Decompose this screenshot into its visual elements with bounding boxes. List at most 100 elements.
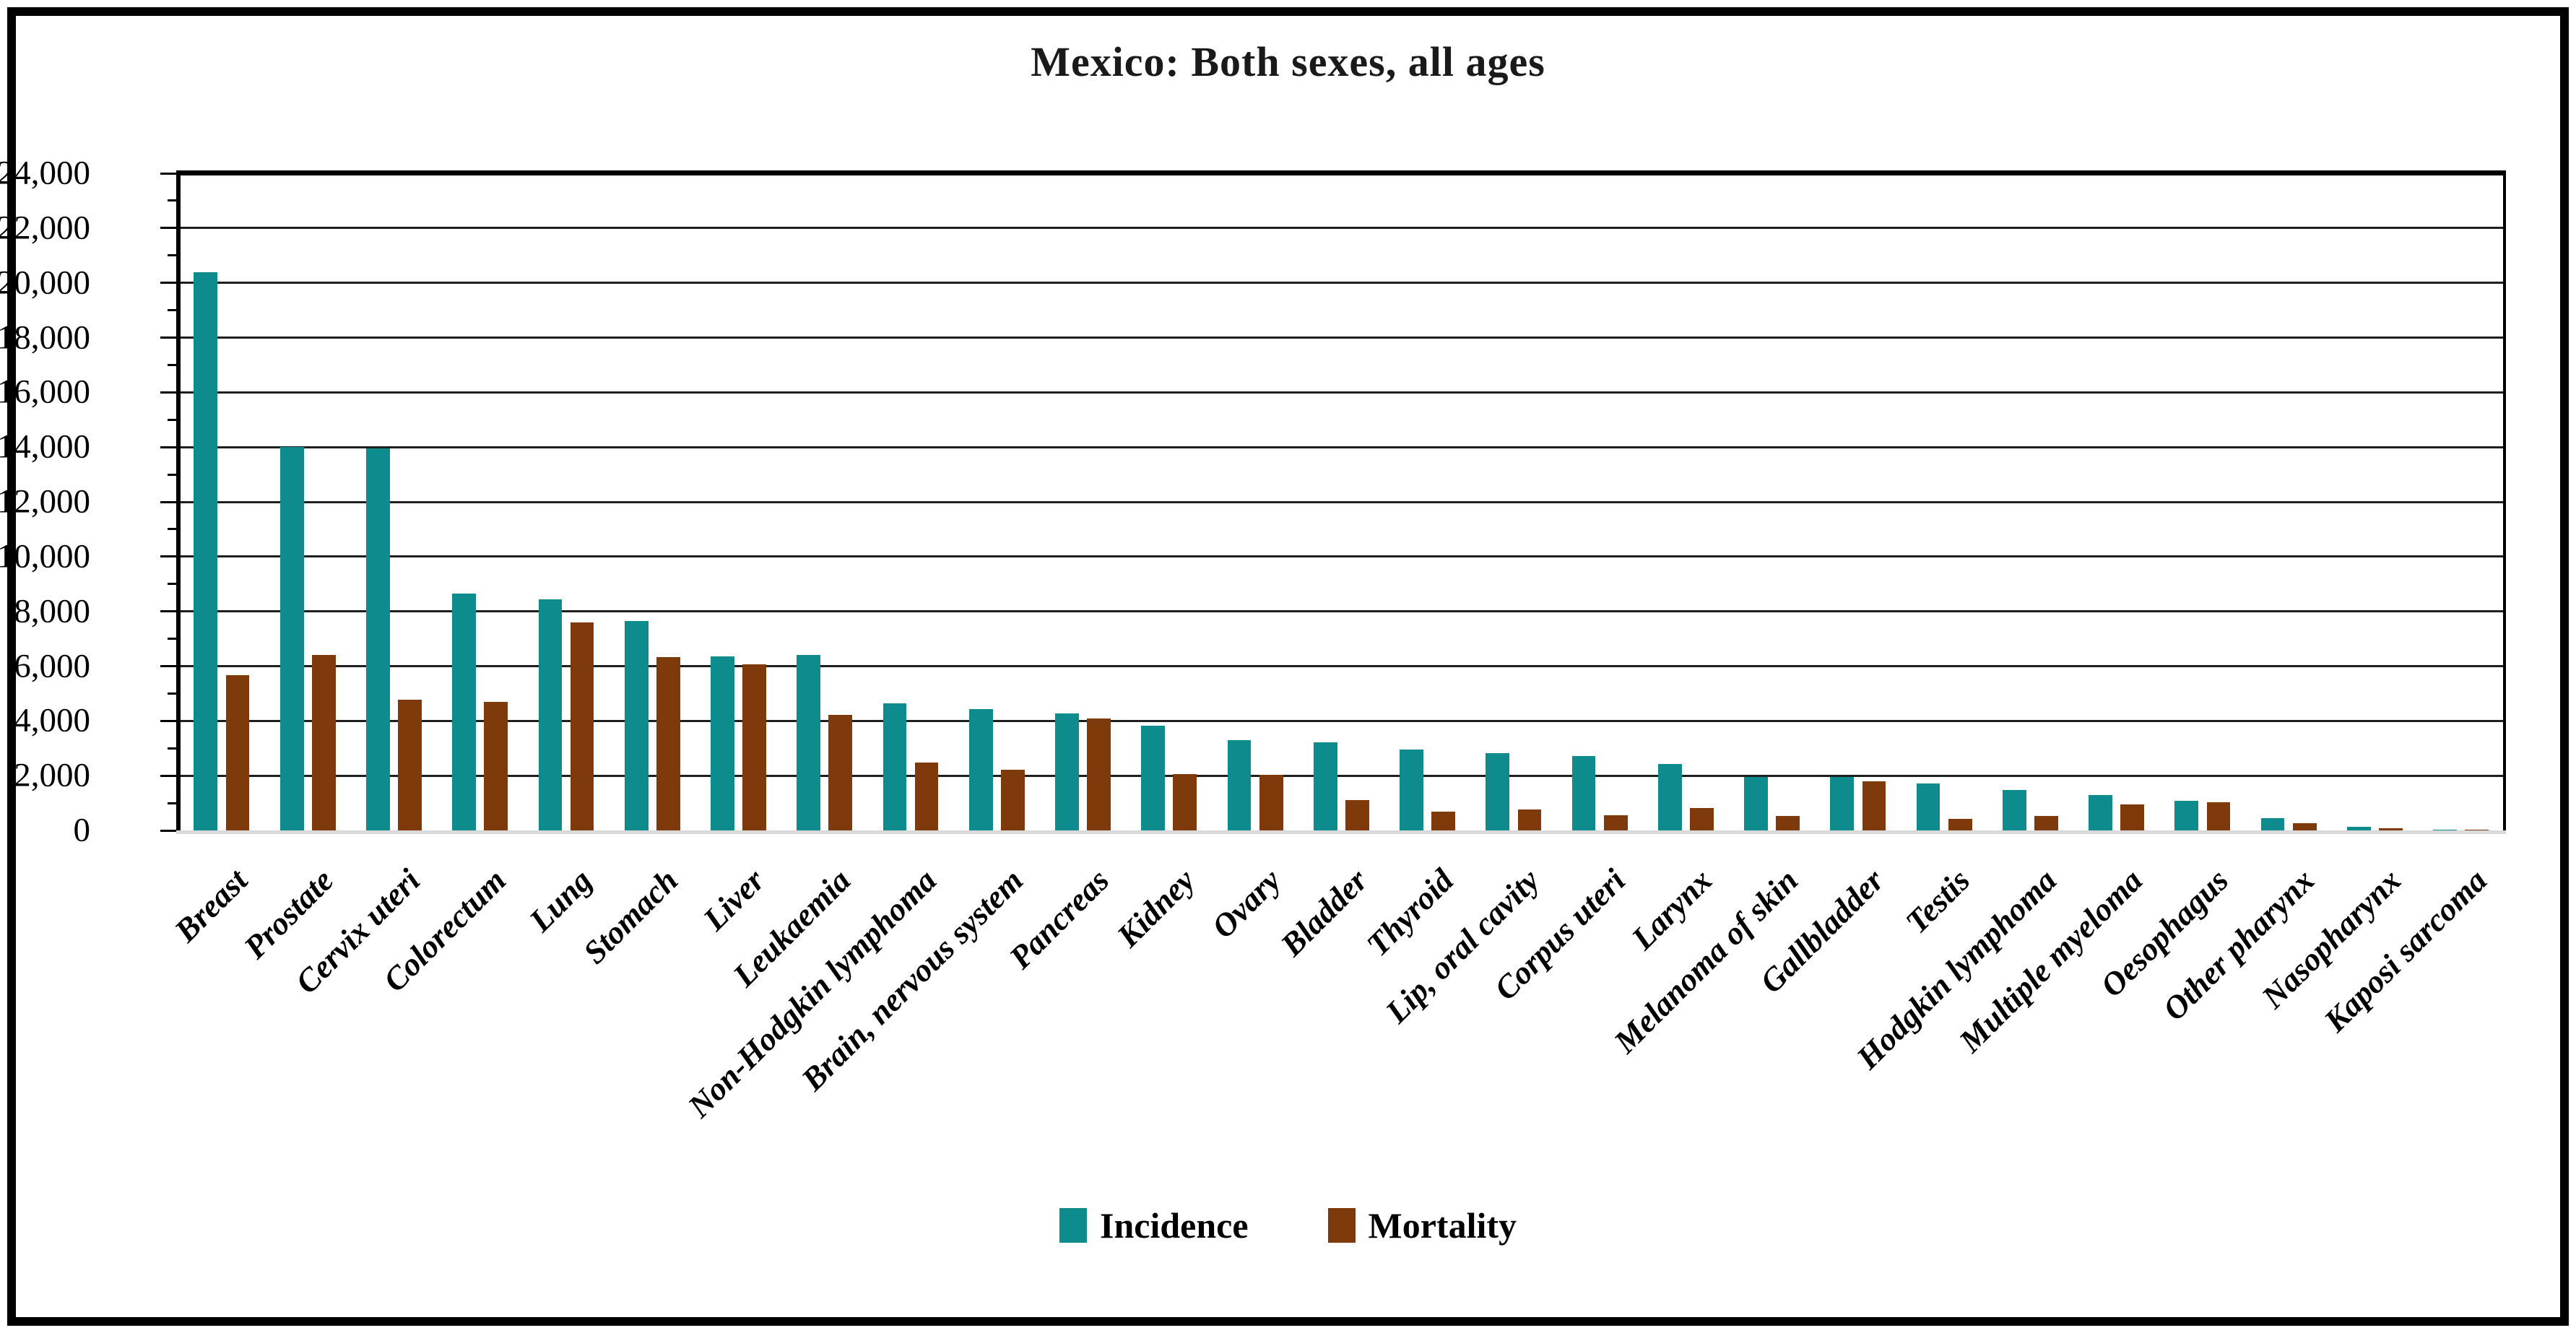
major-tick-22000 [160,227,176,230]
bar-mortality-testis [1948,819,1972,830]
bar-incidence-non-hodgkin-lymphoma [882,703,907,830]
gridline-16000 [181,391,2506,394]
major-tick-10000 [160,555,176,558]
y-tick-label-2000: 2,000 [14,756,90,794]
bar-incidence-colorectum [452,594,477,830]
bar-mortality-larynx [1690,807,1714,830]
bar-incidence-liver [711,656,734,830]
minor-tick-11000 [168,528,176,531]
y-tick-label-14000: 14,000 [0,427,90,466]
bar-incidence-pancreas [1055,713,1079,830]
bar-mortality-brain-nervous-system [1000,769,1025,830]
minor-tick-1000 [168,802,176,804]
bar-incidence-other-pharynx [2260,817,2285,830]
bar-incidence-melanoma-of-skin [1744,777,1768,830]
mortality-swatch-icon [1327,1208,1356,1243]
bar-incidence-larynx [1657,764,1682,830]
y-tick-label-0: 0 [73,811,91,849]
bar-incidence-oesophagus [2174,801,2199,830]
minor-tick-13000 [168,473,176,476]
bar-incidence-lung [538,599,563,830]
bar-incidence-gallbladder [1830,777,1855,830]
y-tick-label-16000: 16,000 [0,373,90,411]
gridline-22000 [181,227,2506,230]
bar-mortality-pancreas [1087,718,1111,830]
bar-mortality-lung [570,622,594,830]
bar-mortality-kidney [1173,774,1197,830]
bar-mortality-liver [742,664,766,830]
y-tick-label-22000: 22,000 [0,209,90,247]
bar-mortality-corpus-uteri [1603,815,1628,830]
minor-tick-9000 [168,583,176,586]
gridline-8000 [181,610,2506,613]
major-tick-6000 [160,665,176,667]
legend-label-incidence: Incidence [1099,1205,1249,1246]
gridline-14000 [181,446,2506,448]
major-tick-20000 [160,282,176,285]
major-tick-18000 [160,336,176,339]
bar-mortality-non-hodgkin-lymphoma [914,762,939,830]
bar-mortality-other-pharynx [2292,822,2317,830]
major-tick-14000 [160,446,176,448]
major-tick-4000 [160,719,176,722]
y-tick-label-12000: 12,000 [0,482,90,521]
gridline-18000 [181,336,2506,339]
major-tick-0 [160,829,176,832]
minor-tick-19000 [168,309,176,312]
minor-tick-17000 [168,363,176,366]
plot-area: 0 2,000 4,000 6,000 8,000 10,000 12,000 14,000 1… [0,156,2506,847]
y-axis-line [176,170,181,833]
bar-incidence-kidney [1141,726,1166,830]
bar-incidence-lip-oral-cavity [1486,753,1510,830]
minor-tick-15000 [168,418,176,421]
bar-mortality-multiple-myeloma [2120,804,2145,830]
bar-incidence-ovary [1227,739,1252,830]
legend: Incidence Mortality [0,1207,2576,1243]
bar-incidence-multiple-myeloma [2089,795,2112,830]
bar-mortality-nasopharynx [2379,828,2403,830]
minor-tick-21000 [168,254,176,257]
major-tick-24000 [160,172,176,175]
bar-incidence-prostate [279,447,304,830]
bar-mortality-gallbladder [1862,781,1886,830]
major-tick-12000 [160,500,176,503]
gridline-10000 [181,555,2506,558]
gridline-6000 [181,665,2506,667]
y-tick-label-24000: 24,000 [0,154,90,192]
bar-mortality-breast [225,674,250,830]
legend-label-mortality: Mortality [1368,1205,1517,1246]
y-tick-label-10000: 10,000 [0,537,90,576]
gridline-2000 [181,774,2506,777]
bar-mortality-oesophagus [2206,802,2231,830]
gridline-4000 [181,719,2506,722]
bar-incidence-nasopharynx [2346,826,2371,830]
bar-incidence-breast [194,272,218,830]
minor-tick-23000 [168,199,176,202]
bar-incidence-corpus-uteri [1571,755,1596,830]
plot-top-border [181,170,2506,175]
minor-tick-5000 [168,692,176,695]
plot-right-border [2503,170,2506,833]
bar-mortality-bladder [1345,799,1369,830]
bar-incidence-testis [1916,783,1940,830]
figure-border [7,7,2569,1326]
bar-mortality-ovary [1259,774,1283,830]
x-axis-line [176,830,2506,834]
major-tick-16000 [160,391,176,394]
y-tick-label-4000: 4,000 [14,701,90,739]
gridline-12000 [181,500,2506,503]
bar-mortality-hodgkin-lymphoma [2034,815,2058,830]
bar-mortality-lip-oral-cavity [1517,809,1542,830]
major-tick-8000 [160,610,176,613]
bar-incidence-leukaemia [797,655,821,830]
legend-item-incidence: Incidence [1059,1207,1249,1243]
bar-mortality-leukaemia [828,715,853,830]
chart-title: Mexico: Both sexes, all ages [1031,38,1545,85]
incidence-swatch-icon [1059,1208,1087,1243]
minor-tick-7000 [168,638,176,641]
bar-incidence-stomach [624,620,649,830]
legend-item-mortality: Mortality [1327,1205,1517,1246]
bar-mortality-melanoma-of-skin [1776,815,1800,830]
y-tick-label-8000: 8,000 [14,592,90,630]
